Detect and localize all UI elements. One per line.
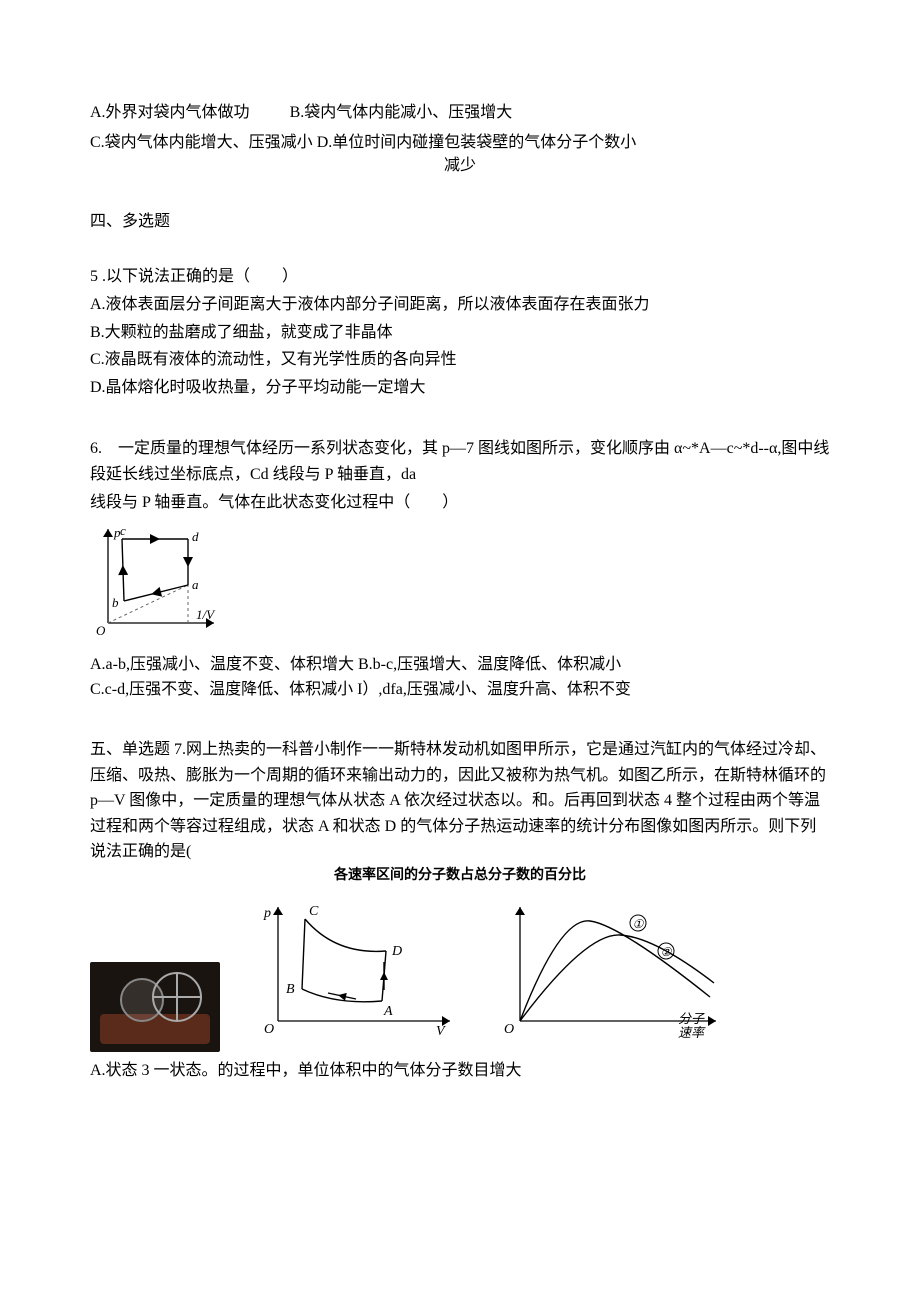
svg-text:B: B bbox=[286, 982, 295, 997]
svg-text:②: ② bbox=[661, 945, 673, 959]
q6-options-row1: A.a-b,压强减小、温度不变、体积增大 B.b-c,压强增大、温度降低、体积减… bbox=[90, 652, 830, 678]
q4-option-c: C.袋内气体内能增大、压强减小 bbox=[90, 134, 313, 151]
svg-text:p: p bbox=[263, 906, 271, 921]
q6-stem2: 线段与 P 轴垂直。气体在此状态变化过程中（ ） bbox=[90, 490, 830, 516]
q4-options-row2: C.袋内气体内能增大、压强减小 D.单位时间内碰撞包装袋壁的气体分子个数小 bbox=[90, 130, 830, 156]
q4-option-d-cont: 减少 bbox=[90, 153, 830, 179]
svg-text:分子: 分子 bbox=[678, 1011, 705, 1026]
q5-option-b: B.大颗粒的盐磨成了细盐，就变成了非晶体 bbox=[90, 320, 830, 346]
svg-text:b: b bbox=[112, 595, 119, 610]
dist-heading: 各速率区间的分子数占总分子数的百分比 bbox=[90, 865, 830, 887]
stirling-photo bbox=[90, 962, 220, 1052]
section-4-title: 四、多选题 bbox=[90, 209, 830, 235]
q5-option-c: C.液晶既有液体的流动性，又有光学性质的各向异性 bbox=[90, 347, 830, 373]
q6-stem1: 6. 一定质量的理想气体经历一系列状态变化，其 p—7 图线如图所示，变化顺序由… bbox=[90, 436, 830, 487]
svg-text:a: a bbox=[192, 577, 199, 592]
q5-stem: 5 .以下说法正确的是（ ） bbox=[90, 264, 830, 290]
q6-option-a: A.a-b,压强减小、温度不变、体积增大 bbox=[90, 656, 354, 673]
svg-text:O: O bbox=[264, 1022, 274, 1037]
svg-text:V: V bbox=[436, 1024, 446, 1039]
q4-options-row1: A.外界对袋内气体做功 B.袋内气体内能减小、压强增大 bbox=[90, 100, 830, 126]
pv-diagram: Op V C D B A bbox=[250, 893, 460, 1052]
q5-option-d: D.晶体熔化时吸收热量，分子平均动能一定增大 bbox=[90, 375, 830, 401]
q5-options: A.液体表面层分子间距离大于液体内部分子间距离，所以液体表面存在表面张力 B.大… bbox=[90, 292, 830, 400]
q4-option-b: B.袋内气体内能减小、压强增大 bbox=[290, 100, 513, 126]
svg-text:O: O bbox=[96, 623, 106, 638]
q6-option-c: C.c-d,压强不变、温度降低、体积减小 I）,dfa,压强减小、温度升高、体积… bbox=[90, 677, 830, 703]
q4-option-d: D.单位时间内碰撞包装袋壁的气体分子个数小 bbox=[317, 134, 637, 151]
q7-figure-row: Op V C D B A ① ② O 分子速率 bbox=[90, 893, 830, 1052]
svg-text:1/V: 1/V bbox=[196, 607, 216, 622]
svg-text:速率: 速率 bbox=[678, 1025, 706, 1040]
svg-text:①: ① bbox=[633, 917, 645, 931]
q6-graph: Op1/Vcdba bbox=[90, 519, 830, 648]
q4-option-a: A.外界对袋内气体做功 bbox=[90, 100, 250, 126]
section-5-q7-stem: 五、单选题 7.网上热卖的一科普小制作一一斯特林发动机如图甲所示，它是通过汽缸内… bbox=[90, 737, 830, 865]
svg-text:C: C bbox=[309, 904, 319, 919]
svg-text:c: c bbox=[120, 523, 126, 538]
svg-text:d: d bbox=[192, 529, 199, 544]
q7-option-a: A.状态 3 一状态。的过程中，单位体积中的气体分子数目增大 bbox=[90, 1058, 830, 1084]
svg-text:D: D bbox=[391, 944, 402, 959]
speed-dist-diagram: ① ② O 分子速率 bbox=[490, 893, 730, 1052]
q5-option-a: A.液体表面层分子间距离大于液体内部分子间距离，所以液体表面存在表面张力 bbox=[90, 292, 830, 318]
svg-text:A: A bbox=[383, 1004, 393, 1019]
q6-option-b: B.b-c,压强增大、温度降低、体积减小 bbox=[358, 656, 621, 673]
svg-text:O: O bbox=[504, 1022, 514, 1037]
